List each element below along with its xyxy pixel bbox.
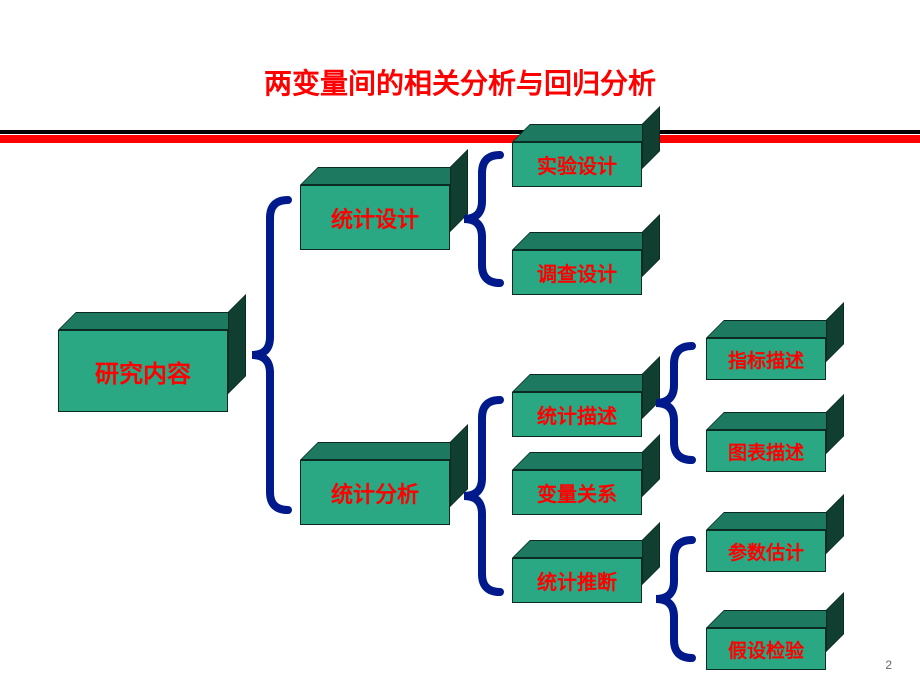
page-title: 两变量间的相关分析与回归分析	[0, 62, 920, 102]
node-sdesc: 统计描述	[512, 374, 660, 437]
divider-red	[0, 135, 920, 143]
node-sdesc-label: 统计描述	[512, 392, 642, 437]
node-design-label: 统计设计	[300, 185, 450, 250]
brace-4	[646, 540, 692, 658]
node-survey: 调查设计	[512, 232, 660, 295]
brace-3	[646, 346, 692, 460]
brace-1	[452, 155, 500, 283]
node-exp-label: 实验设计	[512, 142, 642, 187]
node-param-label: 参数估计	[706, 530, 826, 572]
node-survey-label: 调查设计	[512, 250, 642, 295]
node-hypo: 假设检验	[706, 610, 844, 670]
node-param: 参数估计	[706, 512, 844, 572]
page-number: 2	[885, 658, 892, 672]
brace-2	[452, 400, 500, 592]
node-chart-label: 图表描述	[706, 430, 826, 472]
node-idx-label: 指标描述	[706, 338, 826, 380]
node-analysis-label: 统计分析	[300, 460, 450, 525]
node-idx: 指标描述	[706, 320, 844, 380]
node-analysis: 统计分析	[300, 442, 468, 525]
node-exp: 实验设计	[512, 124, 660, 187]
node-varrel-label: 变量关系	[512, 470, 642, 515]
node-sinfer: 统计推断	[512, 540, 660, 603]
brace-0	[232, 200, 288, 510]
divider-black	[0, 130, 920, 134]
node-sinfer-label: 统计推断	[512, 558, 642, 603]
node-root: 研究内容	[58, 312, 246, 412]
node-design: 统计设计	[300, 167, 468, 250]
node-hypo-label: 假设检验	[706, 628, 826, 670]
node-varrel: 变量关系	[512, 452, 660, 515]
node-chart: 图表描述	[706, 412, 844, 472]
node-root-label: 研究内容	[58, 330, 228, 412]
